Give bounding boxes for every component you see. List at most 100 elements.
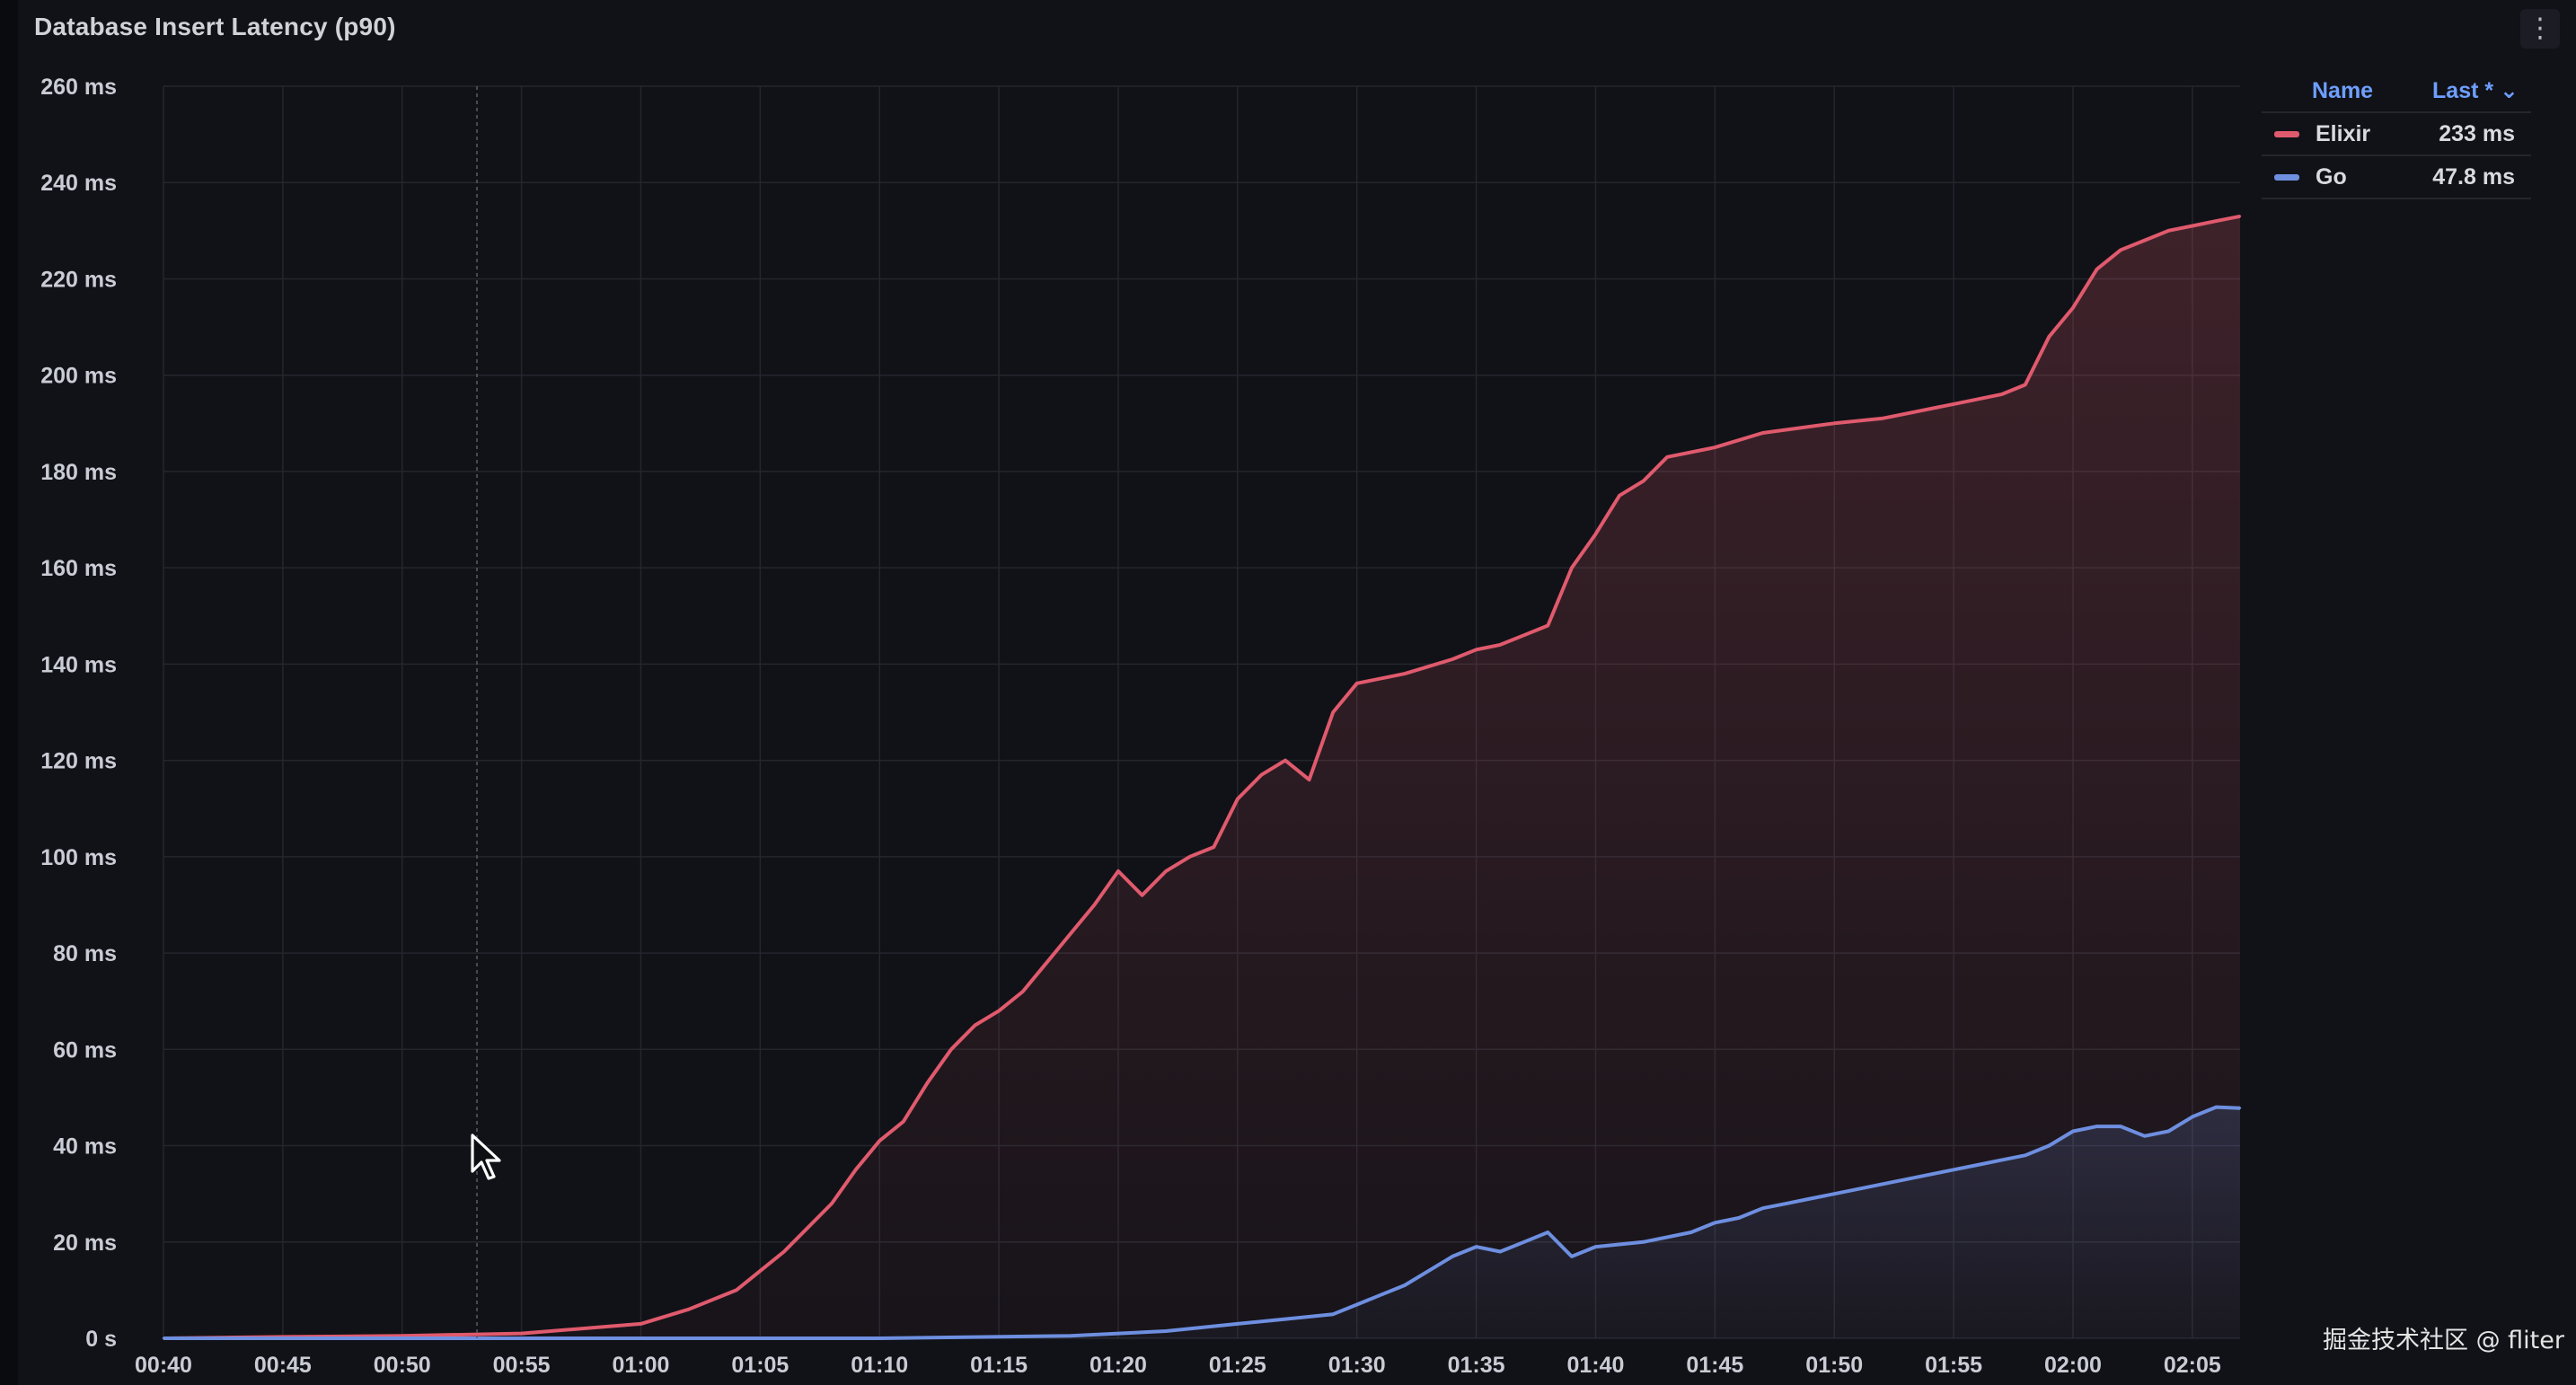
data-point-elixir — [735, 1289, 737, 1292]
series-areas — [163, 216, 2240, 1338]
data-point-elixir — [2215, 219, 2218, 223]
data-point-elixir — [1570, 566, 1574, 569]
x-tick-label: 01:10 — [851, 1353, 908, 1378]
data-point-elixir — [926, 1081, 929, 1085]
data-point-elixir — [1188, 855, 1191, 859]
data-point-elixir — [1594, 533, 1597, 535]
data-point-go — [2024, 1154, 2027, 1157]
legend-item-elixir[interactable]: Elixir 233 ms — [2262, 113, 2531, 156]
data-point-go — [2167, 1130, 2170, 1133]
x-axis-ticks: 00:40 00:45 00:50 00:55 01:00 01:05 01:10 01:15… — [135, 1353, 2221, 1378]
data-point-go — [2143, 1134, 2146, 1138]
data-point-go — [640, 1336, 642, 1340]
data-point-go — [1284, 1318, 1287, 1320]
data-point-go — [1380, 1293, 1382, 1296]
data-point-go — [1236, 1322, 1239, 1326]
data-point-elixir — [687, 1308, 690, 1311]
y-tick-label: 220 ms — [40, 267, 117, 292]
y-tick-label: 100 ms — [40, 845, 117, 870]
legend-header-name[interactable]: Name — [2312, 77, 2374, 103]
series-line-elixir[interactable] — [163, 214, 2241, 1340]
data-point-elixir — [1213, 845, 1215, 849]
x-tick-label: 01:00 — [613, 1353, 670, 1378]
data-point-elixir — [854, 1169, 857, 1171]
data-point-go — [1331, 1312, 1335, 1316]
data-point-go — [1642, 1240, 1645, 1243]
x-tick-label: 01:45 — [1686, 1353, 1743, 1378]
x-tick-label: 01:20 — [1090, 1353, 1147, 1378]
data-point-elixir — [1451, 657, 1454, 661]
vertical-ellipsis-icon: ⋮ — [2527, 13, 2554, 43]
data-point-elixir — [1164, 869, 1168, 873]
y-tick-label: 40 ms — [53, 1134, 117, 1160]
data-point-elixir — [401, 1335, 403, 1337]
data-point-go — [2000, 1159, 2003, 1161]
x-tick-label: 01:50 — [1805, 1353, 1863, 1378]
data-point-go — [1403, 1284, 1407, 1287]
data-point-elixir — [1069, 932, 1072, 935]
data-point-elixir — [1498, 643, 1502, 647]
data-point-elixir — [2048, 335, 2051, 338]
data-point-go — [1594, 1245, 1597, 1248]
data-point-go — [1833, 1192, 1836, 1195]
data-point-elixir — [1547, 624, 1549, 627]
data-point-elixir — [830, 1202, 834, 1205]
x-tick-label: 01:15 — [970, 1353, 1028, 1378]
y-tick-label: 20 ms — [53, 1231, 117, 1256]
data-point-go — [1355, 1303, 1358, 1306]
legend-item-go[interactable]: Go 47.8 ms — [2262, 156, 2531, 199]
data-point-go — [1498, 1250, 1502, 1253]
data-point-elixir — [1403, 672, 1407, 675]
data-point-elixir — [1331, 710, 1335, 714]
data-point-elixir — [640, 1322, 642, 1326]
x-tick-label: 01:25 — [1209, 1353, 1266, 1378]
data-point-go — [1857, 1187, 1860, 1190]
data-point-go — [1451, 1255, 1454, 1258]
legend-swatch-elixir — [2274, 130, 2299, 137]
x-tick-label: 02:00 — [2044, 1353, 2102, 1378]
x-tick-label: 01:55 — [1925, 1353, 1982, 1378]
data-point-elixir — [2000, 393, 2003, 396]
panel-menu-button[interactable]: ⋮ — [2520, 9, 2560, 49]
data-point-elixir — [1236, 798, 1239, 800]
data-point-elixir — [949, 1048, 953, 1051]
x-tick-label: 01:40 — [1567, 1353, 1625, 1378]
data-point-elixir — [974, 1024, 976, 1027]
y-tick-label: 200 ms — [40, 364, 117, 389]
legend-header-last-sort[interactable]: Last * ⌄ — [2432, 78, 2519, 103]
watermark: 掘金技术社区 @ fliter — [2323, 1327, 2564, 1354]
data-point-go — [1427, 1269, 1430, 1273]
data-point-go — [2071, 1130, 2075, 1133]
data-point-elixir — [520, 1332, 523, 1335]
data-point-go — [878, 1336, 881, 1340]
data-point-go — [1714, 1222, 1716, 1224]
data-point-elixir — [1475, 648, 1478, 651]
data-point-elixir — [1308, 778, 1310, 781]
data-point-elixir — [759, 1269, 762, 1273]
data-point-elixir — [1093, 904, 1096, 906]
data-point-go — [1547, 1231, 1549, 1234]
x-tick-label: 02:05 — [2164, 1353, 2221, 1378]
data-point-go — [1689, 1231, 1692, 1234]
x-tick-label: 00:40 — [135, 1353, 192, 1378]
data-point-elixir — [1116, 869, 1120, 873]
series-area-elixir — [163, 216, 2240, 1338]
data-point-elixir — [1761, 431, 1764, 435]
data-point-go — [1928, 1173, 1931, 1176]
data-point-go — [1475, 1245, 1478, 1248]
data-point-elixir — [2238, 215, 2242, 217]
data-point-elixir — [878, 1139, 881, 1142]
panel-title: Database Insert Latency (p90) — [34, 13, 396, 40]
legend-label: Go — [2316, 163, 2347, 190]
x-tick-label: 00:55 — [493, 1353, 551, 1378]
panel-edge — [0, 0, 18, 1385]
data-point-elixir — [2119, 249, 2122, 251]
x-tick-label: 01:05 — [731, 1353, 789, 1378]
data-point-elixir — [2071, 306, 2075, 309]
data-point-go — [2048, 1144, 2051, 1147]
data-point-go — [2215, 1106, 2218, 1108]
x-tick-label: 01:30 — [1328, 1353, 1386, 1378]
data-point-elixir — [997, 1010, 1001, 1012]
data-point-go — [2119, 1125, 2122, 1128]
